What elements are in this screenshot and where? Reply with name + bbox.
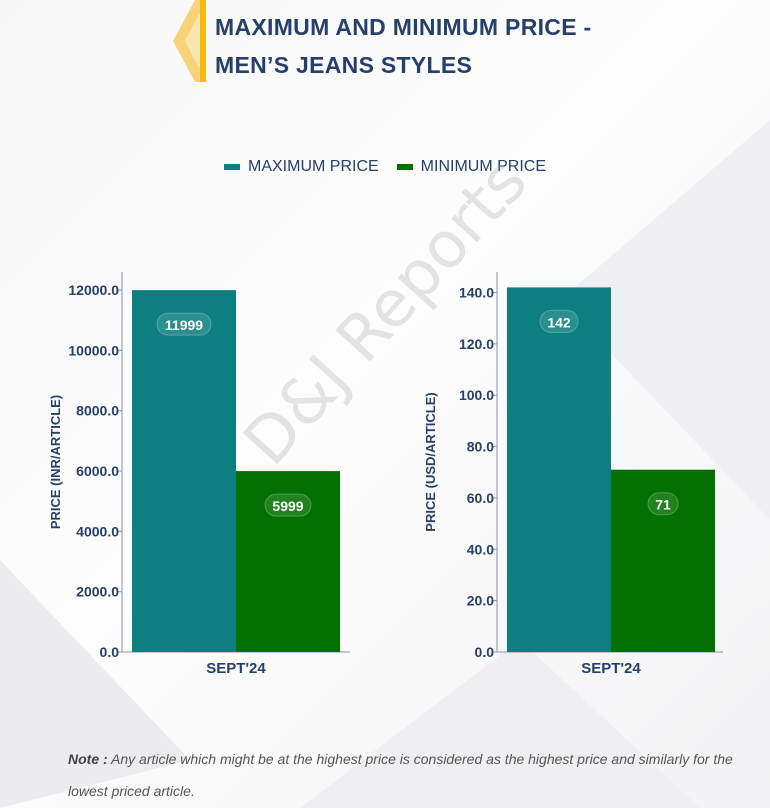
y-tick-label: 120.0 <box>459 336 494 352</box>
chart-usd: 0.0 20.0 40.0 60.0 80.0 100.0 120.0 140.0 PRICE … <box>423 272 723 677</box>
legend-swatch-maximum <box>224 164 240 170</box>
y-tick-label: 12000.0 <box>68 282 119 298</box>
y-axis-label: PRICE (USD/ARTICLE) <box>423 392 438 531</box>
y-tick-label: 0.0 <box>100 644 120 660</box>
x-category-label: SEPT'24 <box>581 660 641 677</box>
y-tick-label: 40.0 <box>467 541 494 557</box>
bar-minimum <box>611 469 715 652</box>
data-label: 142 <box>547 314 571 330</box>
y-axis-label: PRICE (INR/ARTICLE) <box>48 395 63 529</box>
y-tick-label: 10000.0 <box>68 342 119 358</box>
data-label: 71 <box>655 497 671 513</box>
x-category-label: SEPT'24 <box>206 660 266 677</box>
y-tick-label: 100.0 <box>459 387 494 403</box>
y-tick-label: 80.0 <box>467 439 494 455</box>
y-tick-label: 2000.0 <box>76 584 119 600</box>
y-tick-label: 6000.0 <box>76 463 119 479</box>
data-label-background <box>156 312 212 336</box>
footnote: Note : Any article which might be at the… <box>68 743 748 807</box>
y-tick-label: 20.0 <box>467 593 494 609</box>
page-header: MAXIMUM AND MINIMUM PRICE - MEN’S JEANS … <box>165 0 725 82</box>
page-title-line-2: MEN’S JEANS STYLES <box>215 52 473 78</box>
legend-swatch-minimum <box>396 164 413 170</box>
legend-item-maximum: MAXIMUM PRICE <box>224 158 379 176</box>
y-tick-label: 60.0 <box>467 490 494 506</box>
data-label-background <box>264 493 312 517</box>
y-tick-label: 4000.0 <box>76 523 119 539</box>
footnote-text: Any article which might be at the highes… <box>68 751 733 799</box>
y-tick-label: 0.0 <box>475 644 495 660</box>
chart-legend: MAXIMUM PRICE MINIMUM PRICE <box>0 158 770 176</box>
chevron-icon <box>173 0 205 82</box>
data-label-background <box>647 492 679 516</box>
chart-inr: 0.0 2000.0 4000.0 6000.0 8000.0 10000.0 12000.… <box>48 272 350 677</box>
page-title-line-1: MAXIMUM AND MINIMUM PRICE - <box>215 14 592 40</box>
bar-maximum <box>132 290 236 652</box>
bar-minimum <box>236 471 340 652</box>
data-label: 11999 <box>165 317 203 333</box>
legend-label-minimum: MINIMUM PRICE <box>420 158 546 175</box>
y-tick-label: 140.0 <box>459 285 494 301</box>
bar-maximum <box>507 287 611 652</box>
footnote-label: Note : <box>68 751 108 767</box>
data-label-background <box>539 309 579 333</box>
y-tick-label: 8000.0 <box>76 403 119 419</box>
accent-bar <box>200 0 206 82</box>
data-label: 5999 <box>272 498 303 514</box>
legend-label-maximum: MAXIMUM PRICE <box>248 158 379 175</box>
legend-item-minimum: MINIMUM PRICE <box>396 158 546 176</box>
